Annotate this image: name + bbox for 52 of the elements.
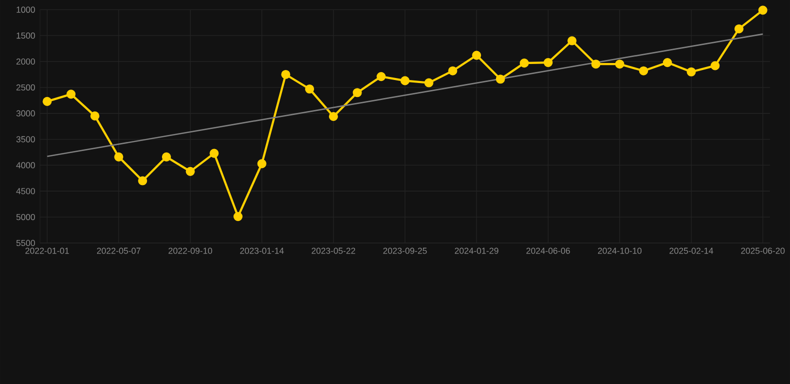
y-tick-label: 2000 [16,58,35,65]
point [66,90,76,99]
point [424,78,434,88]
y-tick-label: 4500 [16,188,35,194]
y-tick-label: 1000 [16,6,35,13]
x-tick-label: 2022-09-10 [168,248,212,254]
point [328,112,338,122]
point [162,152,171,162]
y-tick-label: 4000 [16,162,35,168]
point [376,72,386,82]
x-tick-label: 2025-06-20 [741,248,785,254]
point [615,60,624,69]
point [686,67,696,76]
x-tick-label: 2023-09-25 [383,248,427,254]
x-tick-label: 2022-01-01 [25,248,69,254]
y-tick-label: 2500 [16,84,35,91]
x-tick-label: 2025-02-14 [670,248,714,254]
point [114,152,124,162]
point [210,148,219,158]
point [400,76,410,86]
y-tick-label: 3500 [16,136,35,142]
point [662,58,672,68]
point [257,159,266,168]
point [710,61,720,70]
point [567,36,577,46]
point [496,74,505,84]
point [639,66,648,76]
point [186,166,195,176]
point [305,84,314,94]
y-tick-label: 1500 [16,32,35,39]
point [734,24,744,34]
point [520,58,529,68]
x-tick-label: 2023-05-22 [312,248,356,254]
y-tick-label: 3000 [16,110,35,116]
point [472,50,482,60]
y-tick-label: 5500 [16,240,35,246]
x-tick-label: 2024-06-06 [526,248,570,254]
x-tick-label: 2024-01-29 [454,248,498,254]
x-tick-label: 2024-10-10 [598,248,642,254]
point [448,66,458,76]
point [281,70,290,80]
point [233,212,243,222]
x-tick-label: 2022-05-07 [97,248,140,254]
x-tick-label: 2023-01-14 [240,248,284,254]
point [758,6,768,15]
y-tick-label: 5000 [16,214,35,220]
point [352,88,362,98]
point [90,111,100,120]
point [544,58,553,68]
point [138,176,148,186]
point [42,96,52,106]
point [591,60,600,69]
